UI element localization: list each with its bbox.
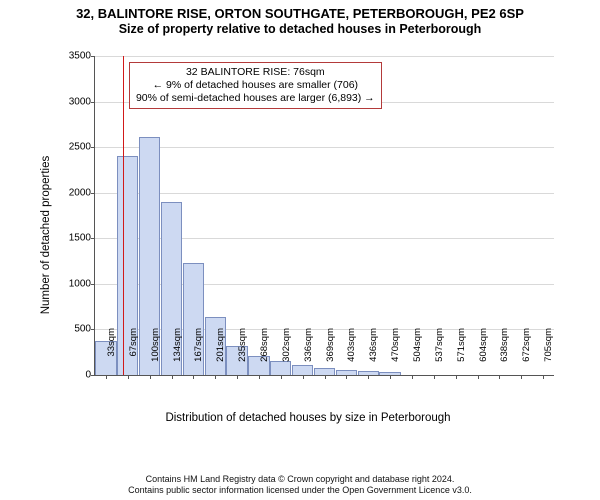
license-footer: Contains HM Land Registry data © Crown c… bbox=[0, 474, 600, 497]
histogram-chart: Number of detached properties 0500100015… bbox=[48, 50, 568, 420]
page-subtitle: Size of property relative to detached ho… bbox=[0, 22, 600, 36]
x-tick: 268sqm bbox=[259, 328, 270, 372]
y-tick: 1000 bbox=[49, 278, 91, 289]
x-tick: 672sqm bbox=[521, 328, 532, 372]
annotation-line: 90% of semi-detached houses are larger (… bbox=[136, 92, 375, 105]
y-tick: 1500 bbox=[49, 233, 91, 244]
x-tick: 67sqm bbox=[128, 328, 139, 372]
y-tick: 3500 bbox=[49, 51, 91, 62]
x-tick: 302sqm bbox=[281, 328, 292, 372]
x-tick: 504sqm bbox=[412, 328, 423, 372]
plot-area: 050010001500200025003000350033sqm67sqm10… bbox=[94, 56, 554, 376]
x-tick: 403sqm bbox=[346, 328, 357, 372]
x-tick: 638sqm bbox=[499, 328, 510, 372]
footer-line-2: Contains public sector information licen… bbox=[0, 485, 600, 496]
x-tick: 100sqm bbox=[150, 328, 161, 372]
x-tick: 436sqm bbox=[368, 328, 379, 372]
x-tick: 235sqm bbox=[237, 328, 248, 372]
annotation-line: 32 BALINTORE RISE: 76sqm bbox=[136, 66, 375, 79]
property-marker-line bbox=[123, 56, 124, 375]
y-tick: 500 bbox=[49, 324, 91, 335]
x-tick: 470sqm bbox=[390, 328, 401, 372]
x-tick: 369sqm bbox=[325, 328, 336, 372]
x-tick: 167sqm bbox=[193, 328, 204, 372]
x-tick: 134sqm bbox=[172, 328, 183, 372]
footer-line-1: Contains HM Land Registry data © Crown c… bbox=[0, 474, 600, 485]
x-tick: 537sqm bbox=[434, 328, 445, 372]
x-axis-label: Distribution of detached houses by size … bbox=[48, 412, 568, 424]
annotation-box: 32 BALINTORE RISE: 76sqm← 9% of detached… bbox=[129, 62, 382, 109]
annotation-line: ← 9% of detached houses are smaller (706… bbox=[136, 79, 375, 92]
x-tick: 336sqm bbox=[303, 328, 314, 372]
x-tick: 33sqm bbox=[106, 328, 117, 372]
x-tick: 705sqm bbox=[543, 328, 554, 372]
y-tick: 3000 bbox=[49, 96, 91, 107]
y-tick: 2000 bbox=[49, 187, 91, 198]
x-tick: 201sqm bbox=[215, 328, 226, 372]
page-title: 32, BALINTORE RISE, ORTON SOUTHGATE, PET… bbox=[0, 6, 600, 21]
x-tick: 604sqm bbox=[478, 328, 489, 372]
y-tick: 0 bbox=[49, 370, 91, 381]
y-tick: 2500 bbox=[49, 142, 91, 153]
x-tick: 571sqm bbox=[456, 328, 467, 372]
